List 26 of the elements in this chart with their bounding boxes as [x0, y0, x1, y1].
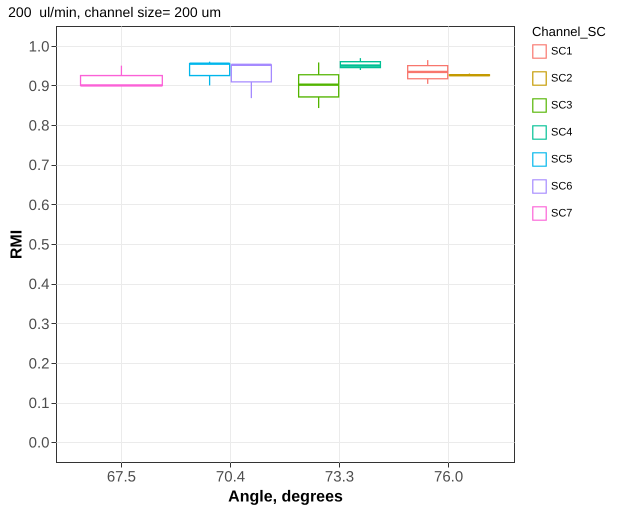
x-tick-label: 67.5 [106, 468, 136, 486]
y-tick-label: 0.8 [28, 118, 50, 135]
y-axis-title: RMI [8, 230, 26, 260]
y-tick-label: 0.2 [28, 355, 50, 372]
chart-title: 200 ul/min, channel size= 200 um [8, 4, 222, 20]
legend-label: SC2 [551, 72, 572, 84]
y-tick-label: 0.4 [28, 276, 50, 294]
legend-label: SC1 [551, 46, 572, 58]
legend-label: SC6 [551, 180, 572, 192]
x-tick-label: 70.4 [216, 468, 246, 486]
y-tick-label: 0.5 [28, 236, 50, 254]
x-tick-label: 76.0 [434, 468, 464, 486]
y-tick-label: 0.1 [28, 395, 50, 412]
y-tick-label: 0.6 [28, 196, 50, 214]
y-tick-label: 0.9 [28, 78, 50, 95]
y-tick-label: 0.0 [28, 434, 50, 452]
legend-title: Channel_SC [532, 24, 606, 39]
legend-label: SC4 [551, 126, 572, 138]
legend-label: SC5 [551, 154, 572, 166]
x-axis-title: Angle, degrees [228, 488, 343, 506]
legend-label: SC7 [551, 208, 572, 220]
y-tick-label: 0.7 [28, 157, 50, 174]
y-tick-label: 1.0 [28, 38, 50, 56]
legend-label: SC3 [551, 100, 572, 112]
y-tick-label: 0.3 [28, 316, 50, 333]
x-tick-label: 73.3 [324, 468, 354, 486]
